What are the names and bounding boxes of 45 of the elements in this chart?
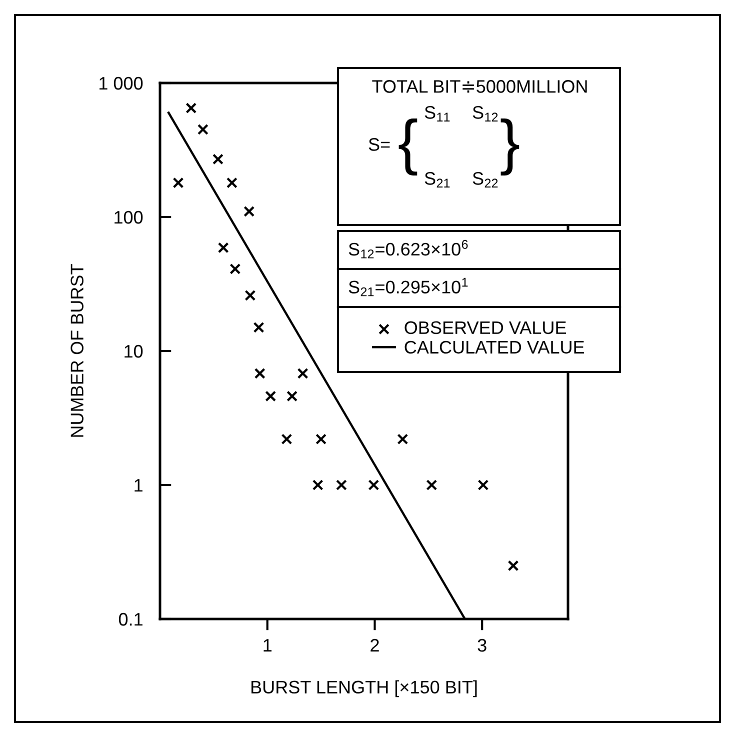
- point: [286, 390, 298, 402]
- annotation: }: [500, 118, 520, 176]
- y-tick-label: 10: [124, 344, 143, 358]
- legend-label: CALCULATED VALUE: [404, 340, 584, 354]
- annotation: S=: [368, 138, 390, 151]
- x-tick-label: 1: [264, 639, 272, 652]
- point: [244, 206, 255, 217]
- point: [312, 480, 324, 490]
- annotation: S$_{21}$: [424, 172, 450, 188]
- annotation: S$_{12}$=0.623×10$^{6}$: [348, 240, 468, 258]
- annotation: S$_{21}$=0.295×10$^{1}$: [348, 278, 468, 296]
- point: [368, 480, 380, 490]
- point: [186, 102, 197, 114]
- point: [197, 124, 208, 135]
- point: [226, 177, 238, 188]
- x-tick-label: 2: [370, 638, 379, 652]
- point: [230, 263, 241, 274]
- annotation: S$_{11}$: [424, 106, 450, 122]
- point: [254, 368, 266, 379]
- x-axis-title: BURST LENGTH [×150 BIT]: [252, 680, 477, 698]
- point: [426, 480, 438, 490]
- annotation: TOTAL BIT≑5000MILLION: [372, 80, 587, 93]
- y-tick-label: 0.1: [118, 612, 142, 626]
- point: [297, 368, 308, 379]
- annotation: S$_{12}$: [472, 106, 498, 122]
- point: [397, 434, 408, 445]
- point: [253, 322, 264, 333]
- point: [212, 154, 224, 165]
- x-tick-label: 3: [478, 638, 486, 652]
- point: [316, 434, 327, 445]
- point: [478, 480, 489, 490]
- point: [265, 390, 276, 402]
- annotation: S$_{22}$: [472, 172, 498, 188]
- y-axis-title: NUMBER OF BURST: [70, 264, 84, 437]
- point: [336, 480, 347, 490]
- y-tick-label: 1: [134, 479, 142, 492]
- point: [281, 434, 292, 445]
- y-tick-label: 1 000: [100, 76, 143, 90]
- point: [244, 290, 256, 301]
- point: [172, 177, 184, 188]
- point: [508, 560, 519, 572]
- annotation: {: [398, 118, 418, 176]
- y-tick-label: 100: [114, 210, 143, 224]
- legend-label: OBSERVED VALUE: [404, 321, 566, 334]
- point: [218, 242, 229, 254]
